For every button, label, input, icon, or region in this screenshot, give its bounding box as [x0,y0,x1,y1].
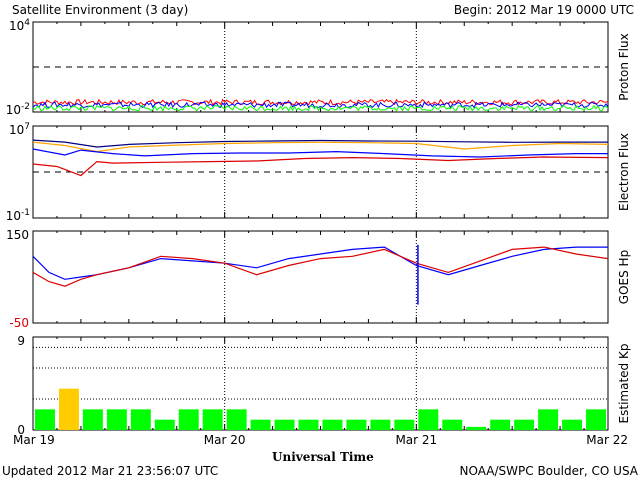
kp-bar [346,419,367,430]
y-axis-label: GOES Hp [617,250,631,304]
credit-label: NOAA/SWPC Boulder, CO USA [459,464,638,478]
kp-bar [322,419,343,430]
kp-bar [82,409,103,430]
kp-bar [442,419,463,430]
y-axis-label: Electron Flux [617,133,631,211]
x-tick-label: Mar 22 [586,433,628,447]
x-axis-title: Universal Time [272,450,374,464]
x-tick-label: Mar 20 [204,433,246,447]
y-tick-label: 10-1 [6,208,30,223]
kp-bar [394,419,415,430]
goes-hp-series-line [32,246,609,287]
kp-bar [226,409,247,430]
kp-bar [250,419,271,430]
electron-series-line [32,156,609,177]
proton-series-line [32,104,609,112]
kp-bar [466,426,487,430]
x-tick-label: Mar 19 [13,433,55,447]
kp-bar [538,409,559,430]
goes-hp-series-line [32,246,608,280]
kp-bar [418,409,439,430]
kp-bar [370,419,391,430]
y-tick-label: 104 [9,18,30,33]
kp-bar [274,419,295,430]
kp-bar [58,388,79,430]
kp-bar [490,419,511,430]
updated-timestamp: Updated 2012 Mar 21 23:56:07 UTC [2,464,219,478]
electron-series-line [32,141,609,153]
kp-bar [106,409,127,430]
kp-bar [130,409,151,430]
y-tick-label: 107 [9,122,30,137]
panel-frame [32,230,609,324]
kp-bar [514,419,535,430]
kp-bar [562,419,583,430]
kp-bar [202,409,223,430]
y-axis-label: Proton Flux [617,33,631,100]
electron-series-line [32,139,608,148]
y-tick-label: 0 [17,423,25,437]
proton-series-line [32,98,609,106]
x-tick-label: Mar 21 [395,433,437,447]
electron-series-line [32,148,608,158]
y-tick-label: -50 [9,316,29,330]
kp-bar [35,409,55,430]
kp-bar [298,419,319,430]
kp-bar [586,409,606,430]
y-tick-label: 150 [6,228,29,242]
kp-bar [178,409,199,430]
kp-bar [154,419,175,430]
chart-title: Satellite Environment (3 day) [12,3,189,17]
y-tick-label: 9 [17,334,25,348]
y-axis-label: Estimated Kp [617,344,631,424]
y-tick-label: 10-2 [6,102,30,117]
begin-time: Begin: 2012 Mar 19 0000 UTC [453,3,634,17]
